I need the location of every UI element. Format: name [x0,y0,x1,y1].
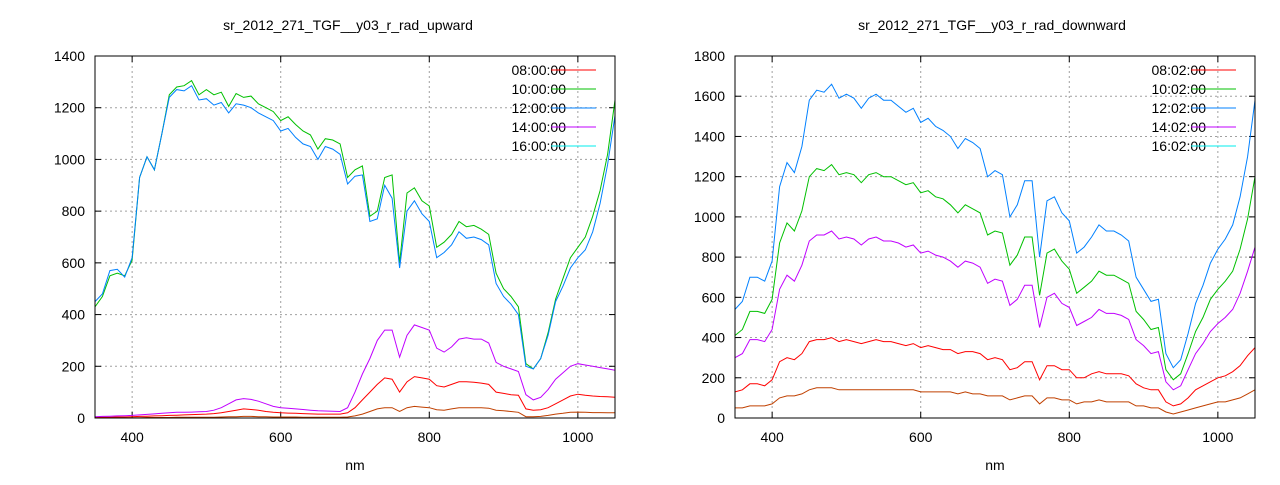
y-tick-label: 600 [62,255,86,271]
x-tick-label: 800 [418,429,442,445]
plot-frame [94,55,616,419]
legend-label: 14:02:00 [1152,119,1207,135]
series-line-100000 [95,79,615,370]
y-tick-label: 0 [717,410,725,426]
x-tick-label: 1000 [562,429,593,445]
legend-label: 14:00:00 [512,119,567,135]
y-tick-label: 1600 [694,88,725,104]
y-tick-label: 400 [702,330,726,346]
series-line-080200 [735,337,1255,407]
legend-label: 12:02:00 [1152,100,1207,116]
upward-radiance-chart: sr_2012_271_TGF__y03_r_rad_upward nm 0 20… [54,17,616,473]
y-tick-label: 800 [702,249,726,265]
x-tick-label: 400 [760,429,784,445]
y-tick-label: 200 [62,358,86,374]
series-line-140000 [95,324,615,418]
legend-label: 10:00:00 [512,81,567,97]
series-line-140200 [735,230,1255,391]
x-tick-label: 600 [909,429,933,445]
y-tick-label: 800 [62,203,86,219]
series-line-120000 [95,84,615,370]
x-tick-label: 600 [269,429,293,445]
series-line-120200 [735,83,1255,369]
x-tick-label: 800 [1058,429,1082,445]
x-axis-label: nm [345,457,364,473]
y-tick-label: 200 [702,370,726,386]
y-tick-label: 1200 [694,169,725,185]
x-axis-label: nm [985,457,1004,473]
y-tick-label: 1400 [54,48,85,64]
series-line-160200 [735,387,1255,415]
legend-label: 08:00:00 [512,62,567,78]
y-tick-label: 1000 [694,209,725,225]
series-line-100200 [735,163,1255,381]
y-tick-label: 1000 [54,151,85,167]
legend-label: 12:00:00 [512,100,567,116]
downward-radiance-chart: sr_2012_271_TGF__y03_r_rad_downward nm 0… [694,17,1256,473]
plot-frame [734,55,1256,419]
legend-label: 10:02:00 [1152,81,1207,97]
series-line-080000 [95,376,615,418]
legend-label: 08:02:00 [1152,62,1207,78]
y-tick-label: 1400 [694,128,725,144]
y-tick-label: 1800 [694,48,725,64]
x-tick-label: 400 [120,429,144,445]
legend-label: 16:00:00 [512,138,567,154]
chart-title: sr_2012_271_TGF__y03_r_rad_upward [223,17,473,33]
series-line-160000 [95,405,615,418]
x-tick-label: 1000 [1202,429,1233,445]
y-tick-label: 1200 [54,100,85,116]
y-tick-label: 600 [702,289,726,305]
chart-title: sr_2012_271_TGF__y03_r_rad_downward [858,17,1126,33]
y-tick-label: 400 [62,307,86,323]
legend-label: 16:02:00 [1152,138,1207,154]
y-tick-label: 0 [77,410,85,426]
